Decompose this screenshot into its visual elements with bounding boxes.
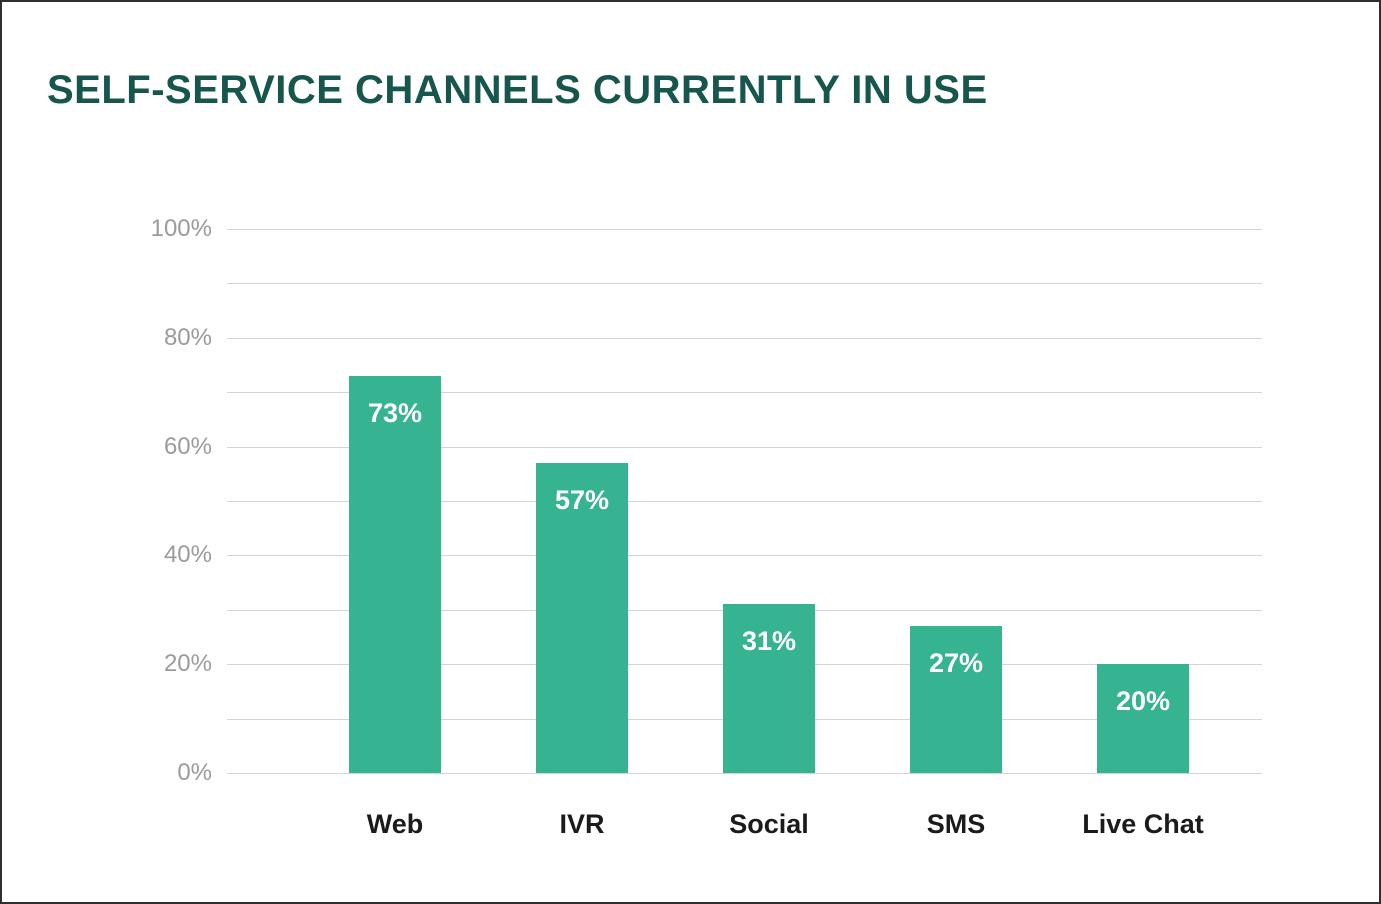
y-axis-tick-label: 20% bbox=[163, 650, 212, 678]
gridline bbox=[227, 337, 1262, 339]
gridline bbox=[227, 773, 1262, 774]
y-axis-tick-label: 40% bbox=[163, 541, 212, 569]
bar: 31% bbox=[723, 604, 815, 773]
bar: 27% bbox=[910, 626, 1002, 773]
gridline bbox=[227, 555, 1262, 557]
y-axis-tick-label: 0% bbox=[177, 759, 212, 786]
x-axis-category-label: Social bbox=[729, 809, 809, 839]
gridline bbox=[227, 229, 1262, 230]
bar-value-label: 31% bbox=[741, 626, 797, 657]
bar-value-label: 27% bbox=[928, 648, 984, 679]
bar-value-label: 73% bbox=[367, 397, 423, 428]
y-axis-tick-label: 100% bbox=[150, 215, 212, 242]
x-axis-category-label: IVR bbox=[559, 809, 605, 839]
y-axis-tick-label: 80% bbox=[163, 323, 212, 351]
x-axis-category-label: SMS bbox=[926, 809, 986, 839]
gridline bbox=[227, 446, 1262, 448]
y-axis-tick-label: 60% bbox=[163, 432, 212, 460]
x-axis-category-label: Web bbox=[366, 809, 424, 839]
bar-value-label: 57% bbox=[554, 484, 610, 515]
x-axis-category-label: Live Chat bbox=[1082, 809, 1204, 839]
bar: 20% bbox=[1097, 664, 1189, 773]
chart-title: SELF-SERVICE CHANNELS CURRENTLY IN USE bbox=[47, 68, 988, 112]
gridline bbox=[227, 283, 1262, 285]
bar: 73% bbox=[349, 375, 441, 773]
gridline bbox=[227, 392, 1262, 394]
bar-value-label: 20% bbox=[1115, 686, 1171, 717]
bar: 57% bbox=[536, 462, 628, 773]
gridline bbox=[227, 501, 1262, 502]
